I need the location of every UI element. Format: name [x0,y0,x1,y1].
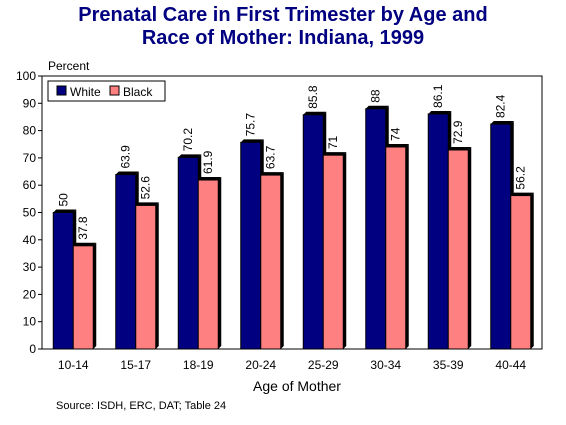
legend-swatch-black [109,85,120,96]
value-label-white: 82.4 [494,94,508,118]
x-tick-label: 10-14 [58,358,89,372]
bar-top-black [323,152,347,156]
bar-white [490,123,512,350]
chart-title-line-1: Prenatal Care in First Trimester by Age … [78,4,488,26]
value-label-black: 37.8 [76,216,90,240]
x-tick-label: 18-19 [183,358,214,372]
bar-black [135,204,157,350]
bar-black [385,146,407,350]
y-tick-label: 70 [23,151,37,165]
bars: 50 37.8 63.9 52.6 70.2 61.9 75.7 63.7 85.8 71 88 74… [52,84,534,350]
bar-top-black [260,172,284,176]
bar-top-black [448,146,472,150]
x-tick-label: 40-44 [495,358,526,372]
x-tick-label: 30-34 [370,358,401,372]
legend-box [47,80,166,102]
legend-swatch-white [56,85,67,96]
value-label-white: 50 [56,193,70,207]
y-tick-label: 90 [23,96,37,110]
legend-label-black: Black [123,85,153,99]
value-label-white: 85.8 [306,85,320,109]
value-label-black: 61.9 [201,150,215,174]
bar-black [260,174,282,350]
bar-depth-black [343,152,347,349]
bar-black [447,149,469,350]
bar-black [72,245,94,350]
bar-top-white [53,209,77,213]
value-label-black: 56.2 [514,166,528,190]
y-tick-label: 100 [16,69,36,83]
x-tick-label: 25-29 [308,358,339,372]
y-tick-label: 20 [23,287,37,301]
y-tick-label: 30 [23,260,37,274]
x-axis: 10-14 15-17 18-19 20-24 25-29 30-34 35-39 40-44 [58,358,527,372]
bar-depth-black [155,202,159,349]
bar-depth-black [530,192,534,349]
value-label-white: 70.2 [181,128,195,152]
bar-top-white [240,139,264,143]
chart-title-line-2: Race of Mother: Indiana, 1999 [141,27,425,49]
bar-depth-black [405,143,409,349]
bar-black [197,179,219,350]
source-note: Source: ISDH, ERC, DAT; Table 24 [56,400,227,412]
legend-label-white: White [70,85,101,99]
chart-title: Prenatal Care in First Trimester by Age … [0,4,566,50]
value-label-white: 88 [369,89,383,103]
bar-depth-black [218,177,222,349]
bar-black [510,195,532,350]
value-label-black: 63.7 [264,145,278,169]
bar-white [240,141,262,350]
bar-top-black [135,202,159,206]
x-tick-label: 15-17 [120,358,151,372]
bar-top-white [303,111,327,115]
bar-white [52,212,74,350]
bar-depth-black [93,242,97,349]
bar-white [302,114,324,350]
bar-depth-black [468,146,472,349]
y-axis-title: Percent [48,59,90,73]
value-label-black: 74 [389,127,403,141]
y-tick-label: 50 [23,206,37,220]
value-label-white: 63.9 [119,145,133,169]
y-axis: 0 10 20 30 40 50 60 70 80 90 100 [16,69,42,356]
bar-top-black [73,242,97,246]
bar-top-white [365,105,389,109]
value-label-black: 71 [326,135,340,149]
bar-top-black [385,143,409,147]
bar-top-white [115,171,139,175]
value-label-black: 72.9 [451,120,465,144]
legend: White Black [47,80,166,102]
value-label-white: 86.1 [431,84,445,108]
bar-white [115,174,137,350]
y-tick-label: 10 [23,315,37,329]
bar-top-white [490,121,514,125]
bar-depth-black [280,172,284,349]
value-label-white: 75.7 [244,113,258,137]
bar-top-black [510,192,534,196]
x-tick-label: 20-24 [245,358,276,372]
value-label-black: 52.6 [139,176,153,200]
bar-top-white [428,110,452,114]
x-tick-label: 35-39 [433,358,464,372]
bar-top-black [198,177,222,181]
bar-top-white [178,154,202,158]
y-tick-label: 60 [23,178,37,192]
y-tick-label: 0 [29,342,36,356]
bar-white [177,156,199,350]
x-axis-title: Age of Mother [253,378,341,394]
bar-white [365,108,387,350]
bar-white [427,113,449,350]
y-tick-label: 40 [23,233,37,247]
y-tick-label: 80 [23,124,37,138]
bar-black [322,154,344,350]
